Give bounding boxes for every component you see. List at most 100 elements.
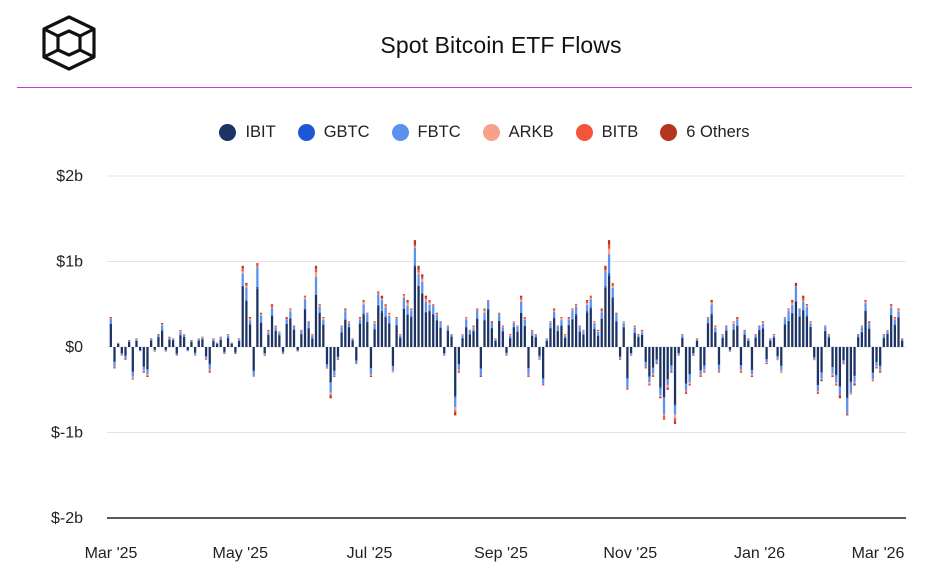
flow-bar[interactable] (747, 338, 750, 347)
flow-bar[interactable] (450, 334, 453, 347)
flow-bar[interactable] (813, 347, 816, 361)
flow-bar[interactable] (549, 321, 552, 347)
flow-bar[interactable] (355, 347, 358, 365)
flow-bar[interactable] (428, 299, 431, 347)
flow-bar[interactable] (113, 347, 116, 369)
flow-bar[interactable] (552, 308, 556, 347)
flow-bar[interactable] (128, 340, 131, 347)
flow-bar[interactable] (318, 304, 321, 347)
flow-bar[interactable] (377, 291, 380, 347)
legend-item-fbtc[interactable]: FBTC (391, 123, 461, 142)
flow-bar[interactable] (454, 347, 457, 416)
flow-bar[interactable] (230, 342, 233, 347)
flow-bar[interactable] (849, 347, 853, 395)
flow-bar[interactable] (329, 347, 332, 399)
flow-bar[interactable] (256, 263, 259, 347)
flow-bar[interactable] (739, 347, 743, 373)
flow-bar[interactable] (278, 331, 281, 347)
flow-bar[interactable] (677, 347, 680, 356)
flow-bar[interactable] (838, 347, 842, 399)
flow-bar[interactable] (263, 347, 266, 356)
flow-bar[interactable] (556, 325, 559, 347)
flow-bar[interactable] (666, 347, 669, 390)
flow-bar[interactable] (362, 299, 365, 347)
flow-bar[interactable] (439, 321, 442, 347)
flow-bar[interactable] (644, 347, 647, 369)
flow-bar[interactable] (237, 338, 241, 347)
flow-bar[interactable] (336, 347, 340, 360)
flow-bar[interactable] (578, 325, 581, 347)
flow-bar[interactable] (593, 321, 596, 347)
flow-bar[interactable] (494, 338, 497, 347)
flow-bar[interactable] (267, 329, 270, 347)
flow-bar[interactable] (175, 347, 178, 356)
flow-bar[interactable] (615, 312, 618, 347)
flow-bar[interactable] (897, 308, 900, 347)
flow-bar[interactable] (366, 312, 369, 347)
flow-bar[interactable] (208, 347, 211, 373)
flow-bar[interactable] (160, 323, 164, 347)
flow-bar[interactable] (842, 347, 845, 365)
flow-bar[interactable] (761, 321, 765, 347)
flow-bar[interactable] (754, 334, 757, 347)
flow-bar[interactable] (890, 304, 893, 347)
flow-bar[interactable] (190, 340, 193, 347)
flow-bar[interactable] (509, 334, 512, 347)
flow-bar[interactable] (637, 334, 640, 347)
flow-bar[interactable] (846, 347, 849, 416)
flow-bar[interactable] (582, 329, 585, 347)
flow-bar[interactable] (333, 347, 336, 377)
flow-bar[interactable] (241, 265, 244, 347)
flow-bar[interactable] (219, 336, 222, 347)
flow-bar[interactable] (857, 334, 860, 347)
flow-bar[interactable] (545, 338, 548, 347)
flow-bar[interactable] (120, 347, 123, 356)
flow-bar[interactable] (307, 321, 310, 347)
flow-bar[interactable] (245, 282, 248, 347)
flow-bar[interactable] (380, 295, 384, 347)
flow-bar[interactable] (787, 308, 790, 347)
flow-bar[interactable] (560, 317, 563, 347)
flow-bar[interactable] (432, 304, 435, 347)
flow-bar[interactable] (487, 299, 490, 347)
flow-bar[interactable] (607, 240, 611, 347)
flow-bar[interactable] (882, 334, 885, 347)
flow-bar[interactable] (626, 347, 629, 390)
flow-bar[interactable] (424, 295, 428, 347)
flow-bar[interactable] (373, 321, 376, 347)
flow-bar[interactable] (802, 295, 805, 347)
flow-bar[interactable] (369, 347, 373, 377)
flow-bar[interactable] (622, 321, 625, 347)
flow-bar[interactable] (655, 347, 658, 365)
flow-bar[interactable] (714, 325, 717, 347)
flow-bar[interactable] (531, 329, 534, 347)
flow-bar[interactable] (457, 347, 461, 373)
flow-bar[interactable] (446, 325, 450, 347)
flow-bar[interactable] (809, 321, 812, 347)
flow-bar[interactable] (662, 347, 666, 420)
flow-bar[interactable] (461, 334, 464, 347)
flow-bar[interactable] (135, 338, 138, 347)
legend-item-ibit[interactable]: IBIT (219, 123, 276, 142)
flow-bar[interactable] (289, 308, 292, 347)
flow-bar[interactable] (604, 265, 607, 347)
flow-bar[interactable] (358, 317, 362, 347)
flow-bar[interactable] (651, 347, 655, 377)
flow-bar[interactable] (248, 317, 252, 347)
flow-bar[interactable] (721, 334, 724, 347)
flow-bar[interactable] (574, 304, 578, 347)
flow-bar[interactable] (142, 347, 145, 373)
flow-bar[interactable] (512, 321, 515, 347)
flow-bar[interactable] (765, 347, 768, 365)
flow-bar[interactable] (831, 347, 834, 377)
flow-bar[interactable] (421, 274, 424, 347)
flow-bar[interactable] (186, 347, 189, 352)
flow-bar[interactable] (300, 329, 303, 347)
flow-bar[interactable] (875, 347, 878, 369)
flow-bar[interactable] (659, 347, 662, 399)
flow-bar[interactable] (710, 299, 713, 347)
legend-item-bitb[interactable]: BITB (575, 123, 638, 142)
flow-bar[interactable] (164, 347, 167, 352)
flow-bar[interactable] (171, 338, 175, 347)
flow-bar[interactable] (212, 338, 215, 347)
